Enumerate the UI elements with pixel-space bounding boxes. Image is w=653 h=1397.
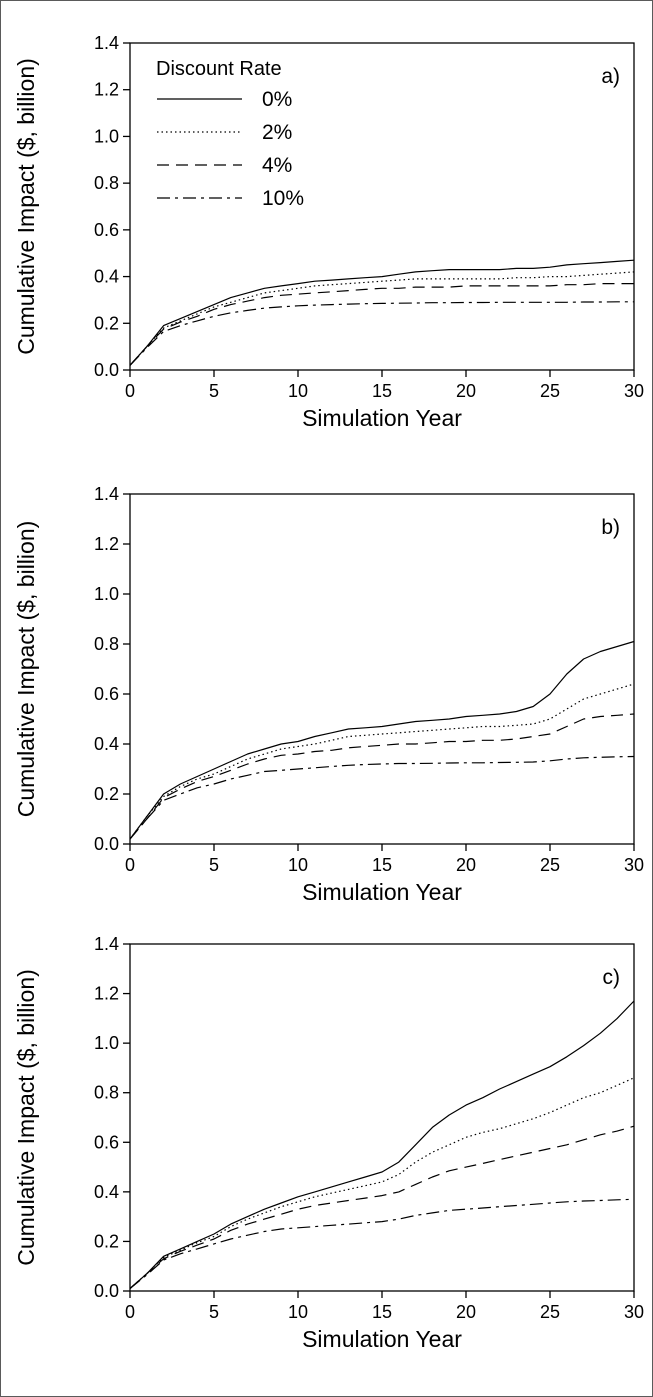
x-tick-label: 30 (624, 381, 644, 401)
x-axis-title: Simulation Year (302, 1326, 462, 1352)
y-tick-label: 0.8 (94, 173, 119, 193)
series-line-10-pct (129, 1198, 635, 1289)
y-tick-label: 0.8 (94, 1083, 119, 1103)
y-tick-label: 0.8 (94, 634, 119, 654)
chart-panel-3: 0 5 10 15 20 25 30 0.0 0.2 0.4 0.6 0.8 1.0 1.2 1.4 Simu… (13, 934, 644, 1352)
y-tick-label: 0.2 (94, 784, 119, 804)
y-tick-label: 1.4 (94, 484, 119, 504)
x-tick-label: 0 (125, 381, 135, 401)
series-line-10-pct (129, 301, 634, 366)
y-tick-label: 0.4 (94, 267, 119, 287)
y-tick-label: 1.2 (94, 534, 119, 554)
y-tick-label: 0.0 (94, 1281, 119, 1301)
series-line-2-pct (129, 683, 635, 840)
y-axis-title: Cumulative Impact ($, billion) (13, 969, 39, 1266)
y-tick-label: 1.0 (94, 584, 119, 604)
x-tick-label: 10 (288, 1302, 308, 1322)
plot-frame (129, 42, 635, 371)
y-tick-label: 0.4 (94, 734, 119, 754)
series-line-0-pct (129, 1000, 635, 1289)
y-tick-label: 0.6 (94, 684, 119, 704)
x-tick-label: 15 (372, 1302, 392, 1322)
x-tick-label: 5 (209, 1302, 219, 1322)
legend-label: 2% (262, 121, 292, 144)
legend-label: 0% (262, 88, 292, 111)
y-tick-label: 0.0 (94, 360, 119, 380)
x-tick-label: 20 (456, 381, 476, 401)
x-tick-label: 15 (372, 381, 392, 401)
x-tick-label: 10 (288, 381, 308, 401)
y-tick-label: 1.4 (94, 33, 119, 53)
x-tick-label: 5 (209, 381, 219, 401)
y-tick-label: 0.6 (94, 1132, 119, 1152)
x-tick-label: 25 (540, 381, 560, 401)
y-tick-label: 0.2 (94, 313, 119, 333)
x-tick-label: 25 (540, 855, 560, 875)
x-tick-label: 25 (540, 1302, 560, 1322)
series-line-10-pct (129, 755, 635, 840)
y-tick-label: 1.4 (94, 934, 119, 954)
plot-frame (129, 493, 635, 845)
y-tick-label: 0.4 (94, 1182, 119, 1202)
y-tick-label: 1.0 (94, 126, 119, 146)
panel-label: c) (603, 966, 621, 989)
series-line-4-pct (129, 713, 635, 840)
x-tick-label: 10 (288, 855, 308, 875)
y-tick-label: 0.2 (94, 1231, 119, 1251)
x-tick-label: 15 (372, 855, 392, 875)
y-tick-label: 1.0 (94, 1033, 119, 1053)
y-tick-label: 0.0 (94, 834, 119, 854)
x-tick-label: 30 (624, 855, 644, 875)
series-line-4-pct (129, 1125, 635, 1289)
plot-frame (129, 943, 635, 1292)
series-line-2-pct (129, 271, 635, 366)
y-tick-label: 1.2 (94, 80, 119, 100)
x-tick-label: 0 (125, 1302, 135, 1322)
chart-panel-2: 0 5 10 15 20 25 30 0.0 0.2 0.4 0.6 0.8 1.0 1.2 1.4 Simu… (13, 484, 644, 905)
x-tick-label: 20 (456, 1302, 476, 1322)
legend-label: 10% (262, 187, 304, 210)
y-tick-label: 1.2 (94, 984, 119, 1004)
y-axis-title: Cumulative Impact ($, billion) (13, 58, 39, 355)
series-line-4-pct (129, 283, 634, 366)
series-line-2-pct (129, 1077, 635, 1289)
panel-label: b) (601, 516, 620, 539)
chart-panel-1: 0 5 10 15 20 25 30 0.0 0.2 0.4 0.6 0.8 1.0 1.2 1.4 Simu… (13, 33, 644, 431)
x-tick-label: 20 (456, 855, 476, 875)
legend-title: Discount Rate (156, 58, 282, 80)
series-line-0-pct (129, 640, 635, 840)
x-tick-label: 30 (624, 1302, 644, 1322)
legend-label: 4% (262, 154, 292, 177)
x-tick-label: 5 (209, 855, 219, 875)
y-tick-label: 0.6 (94, 220, 119, 240)
panel-label: a) (601, 65, 620, 88)
x-axis-title: Simulation Year (302, 879, 462, 905)
x-axis-title: Simulation Year (302, 405, 462, 431)
x-tick-label: 0 (125, 855, 135, 875)
series-line-0-pct (129, 259, 635, 366)
y-axis-title: Cumulative Impact ($, billion) (13, 521, 39, 818)
legend: Discount Rate 0% 2% 4% 10% (156, 58, 304, 210)
